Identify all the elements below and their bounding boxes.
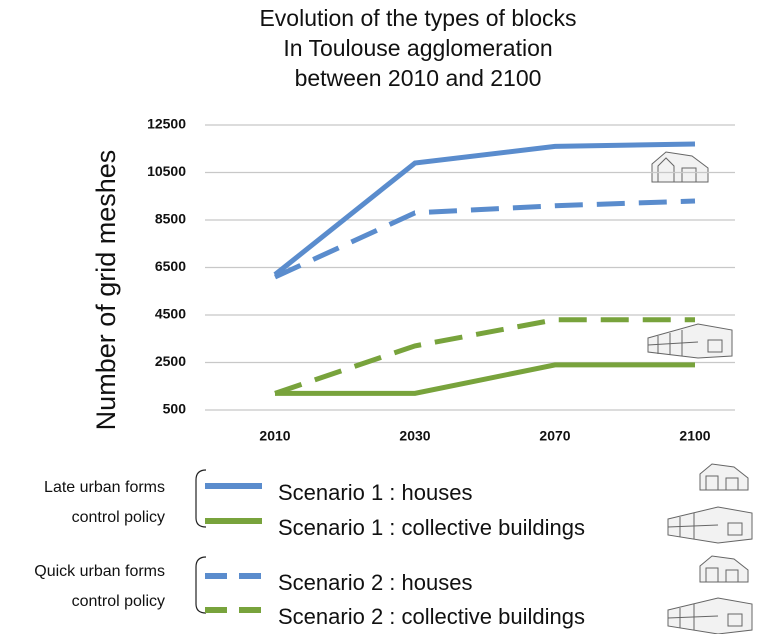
chart-title: Evolution of the types of blocks (259, 5, 576, 31)
y-tick-label: 2500 (155, 353, 186, 369)
legend-label: Scenario 1 : collective buildings (278, 515, 585, 540)
chart-title: In Toulouse agglomeration (283, 35, 552, 61)
y-tick-label: 4500 (155, 306, 186, 322)
legend-bracket (196, 470, 206, 527)
legend-group-label: control policy (72, 509, 165, 526)
legend-label: Scenario 2 : houses (278, 570, 472, 595)
series-line (275, 201, 695, 277)
legend-group-label: Late urban forms (44, 479, 165, 496)
legend-label: Scenario 2 : collective buildings (278, 604, 585, 629)
legend-bracket (196, 557, 206, 613)
building-icon (648, 324, 732, 358)
house-icon (652, 152, 708, 182)
y-tick-label: 10500 (147, 163, 186, 179)
x-tick-label: 2030 (399, 428, 430, 444)
house-icon (700, 556, 748, 582)
series-line (275, 365, 695, 394)
y-tick-label: 500 (163, 401, 187, 417)
y-axis-label: Number of grid meshes (91, 150, 121, 431)
x-tick-label: 2100 (679, 428, 710, 444)
legend-group-label: control policy (72, 593, 165, 610)
page: Evolution of the types of blocks In Toulo… (0, 0, 758, 634)
building-icon (668, 598, 752, 634)
building-icon (668, 507, 752, 543)
y-tick-label: 6500 (155, 258, 186, 274)
house-icon (700, 464, 748, 490)
legend-group-label: Quick urban forms (34, 563, 165, 580)
y-tick-label: 8500 (155, 211, 186, 227)
x-tick-label: 2070 (539, 428, 570, 444)
series-line (275, 320, 695, 394)
chart-title: between 2010 and 2100 (295, 65, 542, 91)
y-tick-label: 12500 (147, 116, 186, 132)
chart: Evolution of the types of blocks In Toulo… (0, 0, 758, 634)
x-tick-label: 2010 (259, 428, 290, 444)
legend-label: Scenario 1 : houses (278, 480, 472, 505)
